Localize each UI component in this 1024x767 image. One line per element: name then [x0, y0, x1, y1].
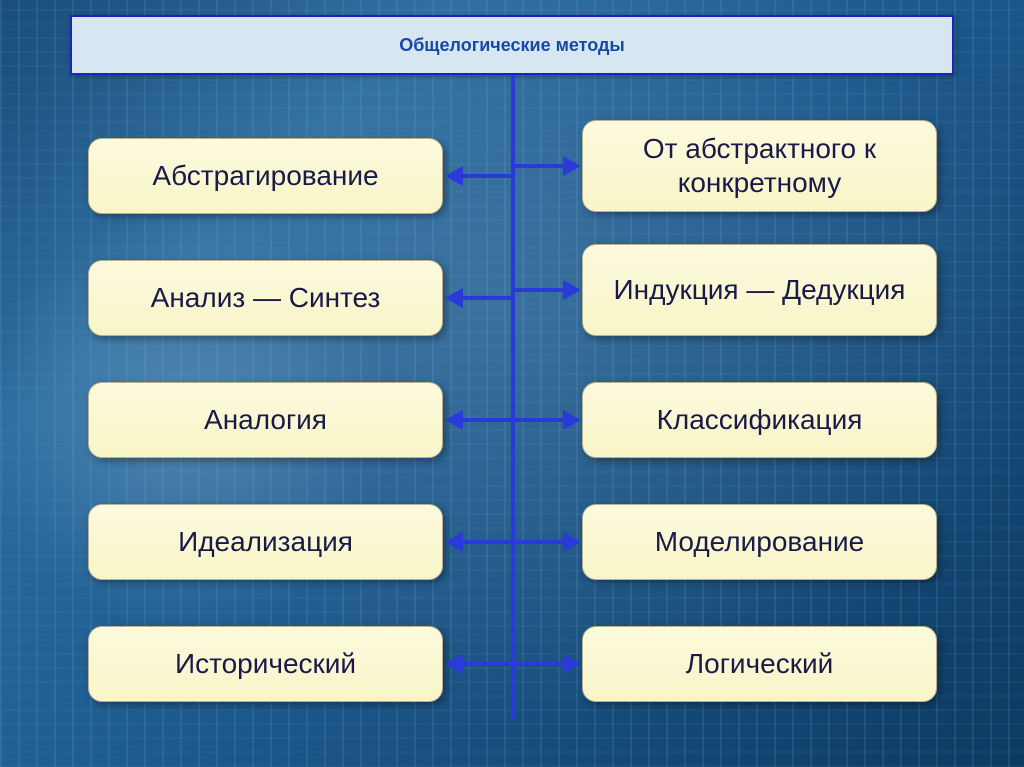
arrow-head-left-0	[445, 166, 463, 186]
method-label: Аналогия	[204, 403, 327, 437]
arrow-head-right-3	[563, 532, 581, 552]
method-klassifikatsiya: Классификация	[582, 382, 937, 458]
connector-left-2	[463, 418, 513, 422]
connector-right-1	[513, 288, 563, 292]
connector-right-0	[513, 164, 563, 168]
method-label: Анализ — Синтез	[151, 281, 381, 315]
connector-right-4	[513, 662, 563, 666]
arrow-head-left-1	[445, 288, 463, 308]
method-induktsiya-deduktsiya: Индукция — Дедукция	[582, 244, 937, 336]
method-abstraktnogo-konkretnomu: От абстрактного к конкретному	[582, 120, 937, 212]
arrow-head-left-3	[445, 532, 463, 552]
arrow-head-left-2	[445, 410, 463, 430]
method-label: От абстрактного к конкретному	[603, 132, 916, 199]
method-analiz-sintez: Анализ — Синтез	[88, 260, 443, 336]
method-logicheskiy: Логический	[582, 626, 937, 702]
main-stem	[511, 75, 515, 720]
arrow-head-left-4	[445, 654, 463, 674]
arrow-head-right-1	[563, 280, 581, 300]
connector-right-3	[513, 540, 563, 544]
diagram-title: Общелогические методы	[399, 35, 625, 56]
connector-left-1	[463, 296, 513, 300]
connector-left-0	[463, 174, 513, 178]
method-label: Абстрагирование	[152, 159, 378, 193]
method-label: Классификация	[657, 403, 863, 437]
method-label: Идеализация	[178, 525, 353, 559]
method-istoricheskiy: Исторический	[88, 626, 443, 702]
method-abstragirovanie: Абстрагирование	[88, 138, 443, 214]
method-label: Индукция — Дедукция	[614, 273, 906, 307]
connector-left-3	[463, 540, 513, 544]
diagram-title-box: Общелогические методы	[70, 15, 954, 75]
method-analogiya: Аналогия	[88, 382, 443, 458]
method-label: Логический	[686, 647, 834, 681]
arrow-head-right-0	[563, 156, 581, 176]
method-idealizatsiya: Идеализация	[88, 504, 443, 580]
arrow-head-right-2	[563, 410, 581, 430]
arrow-head-right-4	[563, 654, 581, 674]
method-label: Моделирование	[655, 525, 865, 559]
method-label: Исторический	[175, 647, 356, 681]
method-modelirovanie: Моделирование	[582, 504, 937, 580]
connector-right-2	[513, 418, 563, 422]
connector-left-4	[463, 662, 513, 666]
